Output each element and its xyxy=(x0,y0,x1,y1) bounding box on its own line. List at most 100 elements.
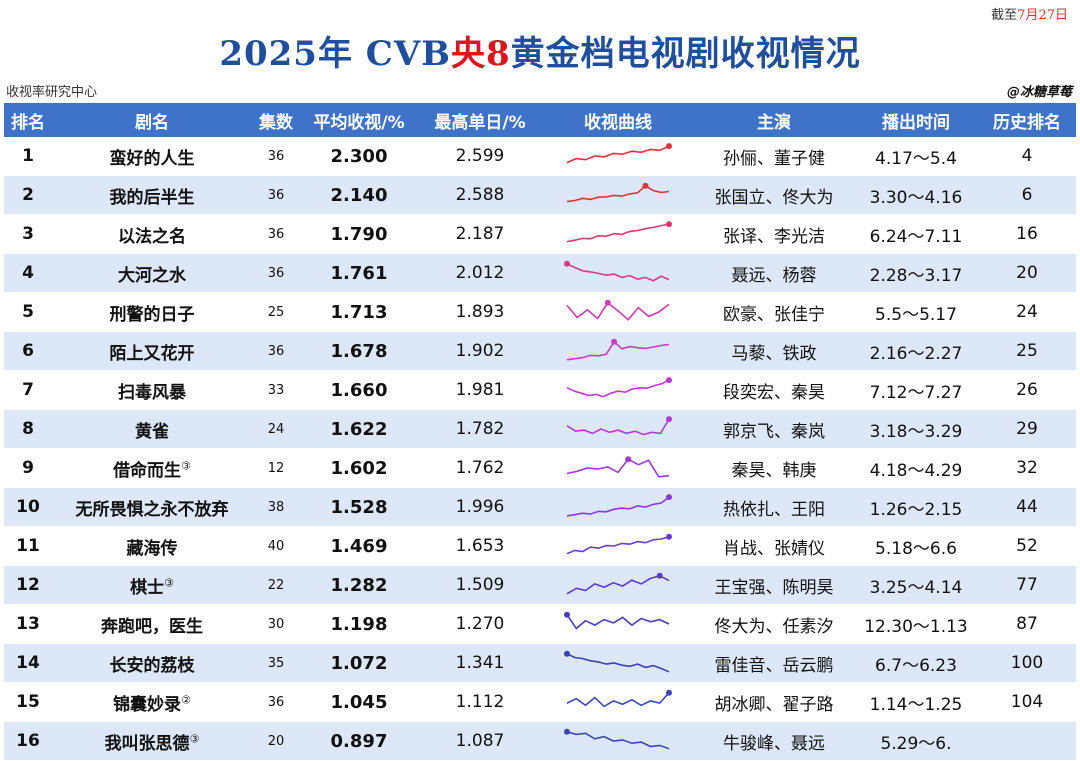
sparkline-path xyxy=(566,263,670,282)
table-row: 5 刑警的日子 25 1.713 1.893 欧豪、张佳宁 5.5～5.17 24 xyxy=(4,292,1076,332)
history-rank-cell: 104 xyxy=(978,682,1076,722)
episodes-cell: 24 xyxy=(252,409,300,449)
col-airing: 播出时间 xyxy=(854,103,978,137)
table-row: 10 无所畏惧之永不放弃 38 1.528 1.996 热依扎、王阳 1.26～2.15 44 xyxy=(4,487,1076,527)
cast-cell: 聂远、杨蓉 xyxy=(694,253,854,293)
rank-cell: 11 xyxy=(4,526,52,566)
col-peak: 最高单日/% xyxy=(418,103,542,137)
cast-cell: 郭京飞、秦岚 xyxy=(694,409,854,449)
col-avg: 平均收视/% xyxy=(300,103,418,137)
drama-name: 蛮好的人生 xyxy=(109,148,195,169)
sparkline-peak-point xyxy=(666,533,672,540)
history-rank-cell: 4 xyxy=(978,137,1076,176)
episodes-cell: 22 xyxy=(252,565,300,605)
airing-cell: 3.25～4.14 xyxy=(854,565,978,605)
table-row: 7 扫毒风暴 33 1.660 1.981 段奕宏、秦昊 7.12～7.27 26 xyxy=(4,370,1076,410)
curve-cell xyxy=(542,604,694,644)
curve-cell xyxy=(542,175,694,215)
curve-cell xyxy=(542,721,694,761)
peak-rating-cell: 1.509 xyxy=(418,565,542,605)
avg-rating-cell: 1.072 xyxy=(300,643,418,683)
table-row: 9 借命而生③ 12 1.602 1.762 秦昊、韩庚 4.18～4.29 32 xyxy=(4,448,1076,488)
name-cell: 借命而生③ xyxy=(52,448,252,488)
curve-cell xyxy=(542,253,694,293)
col-history: 历史排名 xyxy=(978,103,1076,137)
episodes-cell: 36 xyxy=(252,175,300,215)
sparkline-path xyxy=(566,145,670,164)
rank-cell: 13 xyxy=(4,604,52,644)
avg-rating-cell: 0.897 xyxy=(300,721,418,761)
name-cell: 陌上又花开 xyxy=(52,331,252,371)
curve-cell xyxy=(542,331,694,371)
rank-cell: 3 xyxy=(4,214,52,254)
ratings-sparkline xyxy=(564,611,670,630)
cast-cell: 肖战、张婧仪 xyxy=(694,526,854,566)
drama-name: 无所畏惧之永不放弃 xyxy=(75,499,229,520)
rank-cell: 1 xyxy=(4,137,52,176)
sparkline-peak-point xyxy=(666,494,672,501)
table-row: 11 藏海传 40 1.469 1.653 肖战、张婧仪 5.18～6.6 52 xyxy=(4,526,1076,566)
cast-cell: 孙俪、董子健 xyxy=(694,137,854,176)
sparkline-path xyxy=(566,340,670,361)
sparkline-path xyxy=(566,379,670,398)
drama-name: 棋士 xyxy=(130,577,165,598)
avg-rating-cell: 1.660 xyxy=(300,370,418,410)
table-row: 2 我的后半生 36 2.140 2.588 张国立、佟大为 3.30～4.16 6 xyxy=(4,175,1076,215)
airing-cell: 5.29～6. xyxy=(854,721,978,761)
ratings-sparkline xyxy=(566,689,672,708)
airing-cell: 6.7～6.23 xyxy=(854,643,978,683)
avg-rating-cell: 1.761 xyxy=(300,253,418,293)
name-cell: 刑警的日子 xyxy=(52,292,252,332)
sparkline-peak-point xyxy=(604,299,611,306)
cast-cell: 牛骏峰、聂远 xyxy=(694,721,854,761)
table-row: 4 大河之水 36 1.761 2.012 聂远、杨蓉 2.28～3.17 20 xyxy=(4,253,1076,293)
season-marker: ③ xyxy=(164,575,174,589)
drama-name: 锦囊妙录 xyxy=(113,694,182,715)
rank-cell: 8 xyxy=(4,409,52,449)
sparkline-peak-point xyxy=(656,572,663,579)
airing-cell: 1.26～2.15 xyxy=(854,487,978,527)
curve-cell xyxy=(542,292,694,332)
sparkline-peak-point xyxy=(625,456,632,463)
episodes-cell: 40 xyxy=(252,526,300,566)
history-rank-cell: 52 xyxy=(978,526,1076,566)
avg-rating-cell: 1.528 xyxy=(300,487,418,527)
cast-cell: 王宝强、陈明昊 xyxy=(694,565,854,605)
rank-cell: 16 xyxy=(4,721,52,761)
table-row: 1 蛮好的人生 36 2.300 2.599 孙俪、董子健 4.17～5.4 4 xyxy=(4,137,1076,176)
history-rank-cell: 77 xyxy=(978,565,1076,605)
peak-rating-cell: 1.112 xyxy=(418,682,542,722)
history-rank-cell: 29 xyxy=(978,409,1076,449)
ratings-sparkline xyxy=(566,299,670,321)
drama-name: 扫毒风暴 xyxy=(118,382,186,403)
avg-rating-cell: 1.713 xyxy=(300,292,418,332)
airing-cell: 5.5～5.17 xyxy=(854,292,978,332)
history-rank-cell: 20 xyxy=(978,253,1076,293)
avg-rating-cell: 1.469 xyxy=(300,526,418,566)
history-rank-cell: 24 xyxy=(978,292,1076,332)
airing-cell: 2.16～2.27 xyxy=(854,331,978,371)
episodes-cell: 36 xyxy=(252,214,300,254)
peak-rating-cell: 2.599 xyxy=(418,137,542,176)
table-header: 排名 剧名 集数 平均收视/% 最高单日/% 收视曲线 主演 播出时间 历史排名 xyxy=(4,103,1076,137)
col-curve: 收视曲线 xyxy=(542,103,694,137)
ratings-sparkline xyxy=(566,533,672,555)
curve-cell xyxy=(542,214,694,254)
cast-cell: 胡冰卿、翟子路 xyxy=(694,682,854,722)
curve-cell xyxy=(542,526,694,566)
drama-name: 我的后半生 xyxy=(109,187,195,208)
cast-cell: 雷佳音、岳云鹏 xyxy=(694,643,854,683)
sparkline-path xyxy=(566,731,670,750)
sparkline-peak-point xyxy=(666,689,672,696)
peak-rating-cell: 1.782 xyxy=(418,409,542,449)
season-marker: ③ xyxy=(189,731,200,745)
curve-cell xyxy=(542,565,694,605)
peak-rating-cell: 1.902 xyxy=(418,331,542,371)
name-cell: 无所畏惧之永不放弃 xyxy=(52,487,252,527)
sparkline-path xyxy=(566,692,670,708)
curve-cell xyxy=(542,370,694,410)
history-rank-cell: 16 xyxy=(978,214,1076,254)
rank-cell: 14 xyxy=(4,643,52,683)
airing-cell: 4.17～5.4 xyxy=(854,137,978,176)
name-cell: 以法之名 xyxy=(52,214,252,254)
